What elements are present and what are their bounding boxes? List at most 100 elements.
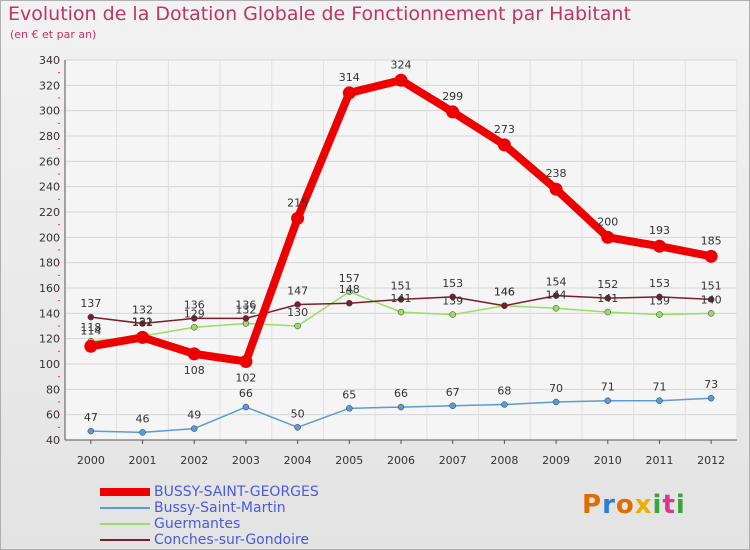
legend-label: Conches-sur-Gondoire xyxy=(154,532,310,548)
data-label: 139 xyxy=(442,295,463,308)
data-point xyxy=(294,322,301,330)
data-point xyxy=(446,105,460,119)
data-label: 151 xyxy=(701,279,722,292)
data-point xyxy=(242,315,250,322)
data-point xyxy=(87,313,95,321)
data-point xyxy=(139,320,146,327)
data-point xyxy=(549,182,563,196)
data-point xyxy=(294,301,301,308)
legend-label: BUSSY-SAINT-GEORGES xyxy=(154,484,319,500)
y-tick-label: 140 xyxy=(39,307,60,320)
data-label: 324 xyxy=(391,58,412,71)
data-point xyxy=(342,86,356,100)
x-tick-label: 2010 xyxy=(594,454,622,467)
data-label: 136 xyxy=(235,298,256,311)
data-label: 73 xyxy=(704,378,718,391)
data-point xyxy=(291,211,305,225)
x-tick-label: 2011 xyxy=(645,454,673,467)
x-tick-label: 2003 xyxy=(232,454,260,467)
data-point xyxy=(139,429,146,436)
data-label: 299 xyxy=(442,90,463,103)
data-point xyxy=(239,354,253,368)
data-label: 129 xyxy=(184,307,205,320)
logo-letter: P xyxy=(582,490,603,520)
plot-area xyxy=(65,60,737,440)
x-tick-label: 2008 xyxy=(490,454,518,467)
data-label: 49 xyxy=(187,409,201,422)
data-label: 66 xyxy=(239,387,253,400)
data-point xyxy=(552,292,560,299)
logo-letter: r xyxy=(602,490,616,520)
data-label: 193 xyxy=(649,224,670,237)
data-label: 146 xyxy=(494,286,515,299)
data-point xyxy=(190,315,198,322)
y-tick-label: 300 xyxy=(39,105,60,118)
data-point xyxy=(397,308,405,316)
data-point xyxy=(552,398,560,406)
proxiti-logo: Proxiti xyxy=(582,490,686,520)
y-tick-label: 240 xyxy=(39,181,60,194)
data-point xyxy=(704,249,718,263)
y-tick-label: 40 xyxy=(46,434,60,447)
logo-letter: i xyxy=(675,490,686,520)
data-point xyxy=(552,305,560,312)
legend-swatch xyxy=(100,539,150,541)
legend-swatch xyxy=(100,507,150,509)
y-tick-label: 100 xyxy=(39,358,60,371)
data-point xyxy=(601,230,615,244)
data-point xyxy=(394,73,408,87)
data-point xyxy=(242,403,250,411)
y-tick-label: 60 xyxy=(46,409,60,422)
data-point xyxy=(656,293,663,301)
data-label: 153 xyxy=(649,277,670,290)
data-label: 140 xyxy=(701,293,722,306)
data-point xyxy=(707,296,715,303)
data-point xyxy=(707,310,715,317)
data-point xyxy=(604,397,612,404)
data-label: 137 xyxy=(80,297,101,310)
x-tick-label: 2001 xyxy=(129,454,157,467)
data-label: 50 xyxy=(291,407,305,420)
data-label: 66 xyxy=(394,387,408,400)
data-label: 114 xyxy=(80,324,101,337)
legend-label: Bussy-Saint-Martin xyxy=(154,500,286,516)
legend-swatch xyxy=(100,523,150,525)
x-tick-label: 2000 xyxy=(77,454,105,467)
x-tick-label: 2006 xyxy=(387,454,415,467)
data-label: 314 xyxy=(339,71,360,84)
data-label: 132 xyxy=(132,303,153,316)
data-label: 238 xyxy=(546,167,567,180)
data-point xyxy=(84,339,98,353)
y-tick-label: 80 xyxy=(46,383,60,396)
data-label: 102 xyxy=(235,371,256,384)
data-label: 157 xyxy=(339,272,360,285)
data-point xyxy=(449,293,456,301)
y-tick-label: 120 xyxy=(39,333,60,346)
data-point xyxy=(449,311,456,318)
data-point xyxy=(501,302,508,309)
data-point xyxy=(87,427,95,435)
data-label: 71 xyxy=(601,381,615,394)
data-label: 185 xyxy=(701,234,722,247)
data-label: 153 xyxy=(442,277,463,290)
data-point xyxy=(136,330,150,344)
y-tick-label: 160 xyxy=(39,282,60,295)
x-tick-label: 2009 xyxy=(542,454,570,467)
y-tick-label: 200 xyxy=(39,231,60,244)
data-label: 148 xyxy=(339,283,360,296)
data-label: 147 xyxy=(287,284,308,297)
legend-label: Guermantes xyxy=(154,516,241,532)
y-tick-label: 340 xyxy=(39,54,60,67)
x-tick-label: 2007 xyxy=(439,454,467,467)
data-label: 47 xyxy=(84,411,98,424)
y-tick-label: 280 xyxy=(39,130,60,143)
data-label: 121 xyxy=(132,315,153,328)
legend-swatch xyxy=(100,488,150,496)
y-tick-label: 260 xyxy=(39,155,60,168)
y-tick-label: 220 xyxy=(39,206,60,219)
data-label: 146 xyxy=(494,286,515,299)
data-point xyxy=(501,401,508,408)
data-label: 139 xyxy=(649,295,670,308)
data-label: 141 xyxy=(391,292,412,305)
data-label: 46 xyxy=(136,412,150,425)
